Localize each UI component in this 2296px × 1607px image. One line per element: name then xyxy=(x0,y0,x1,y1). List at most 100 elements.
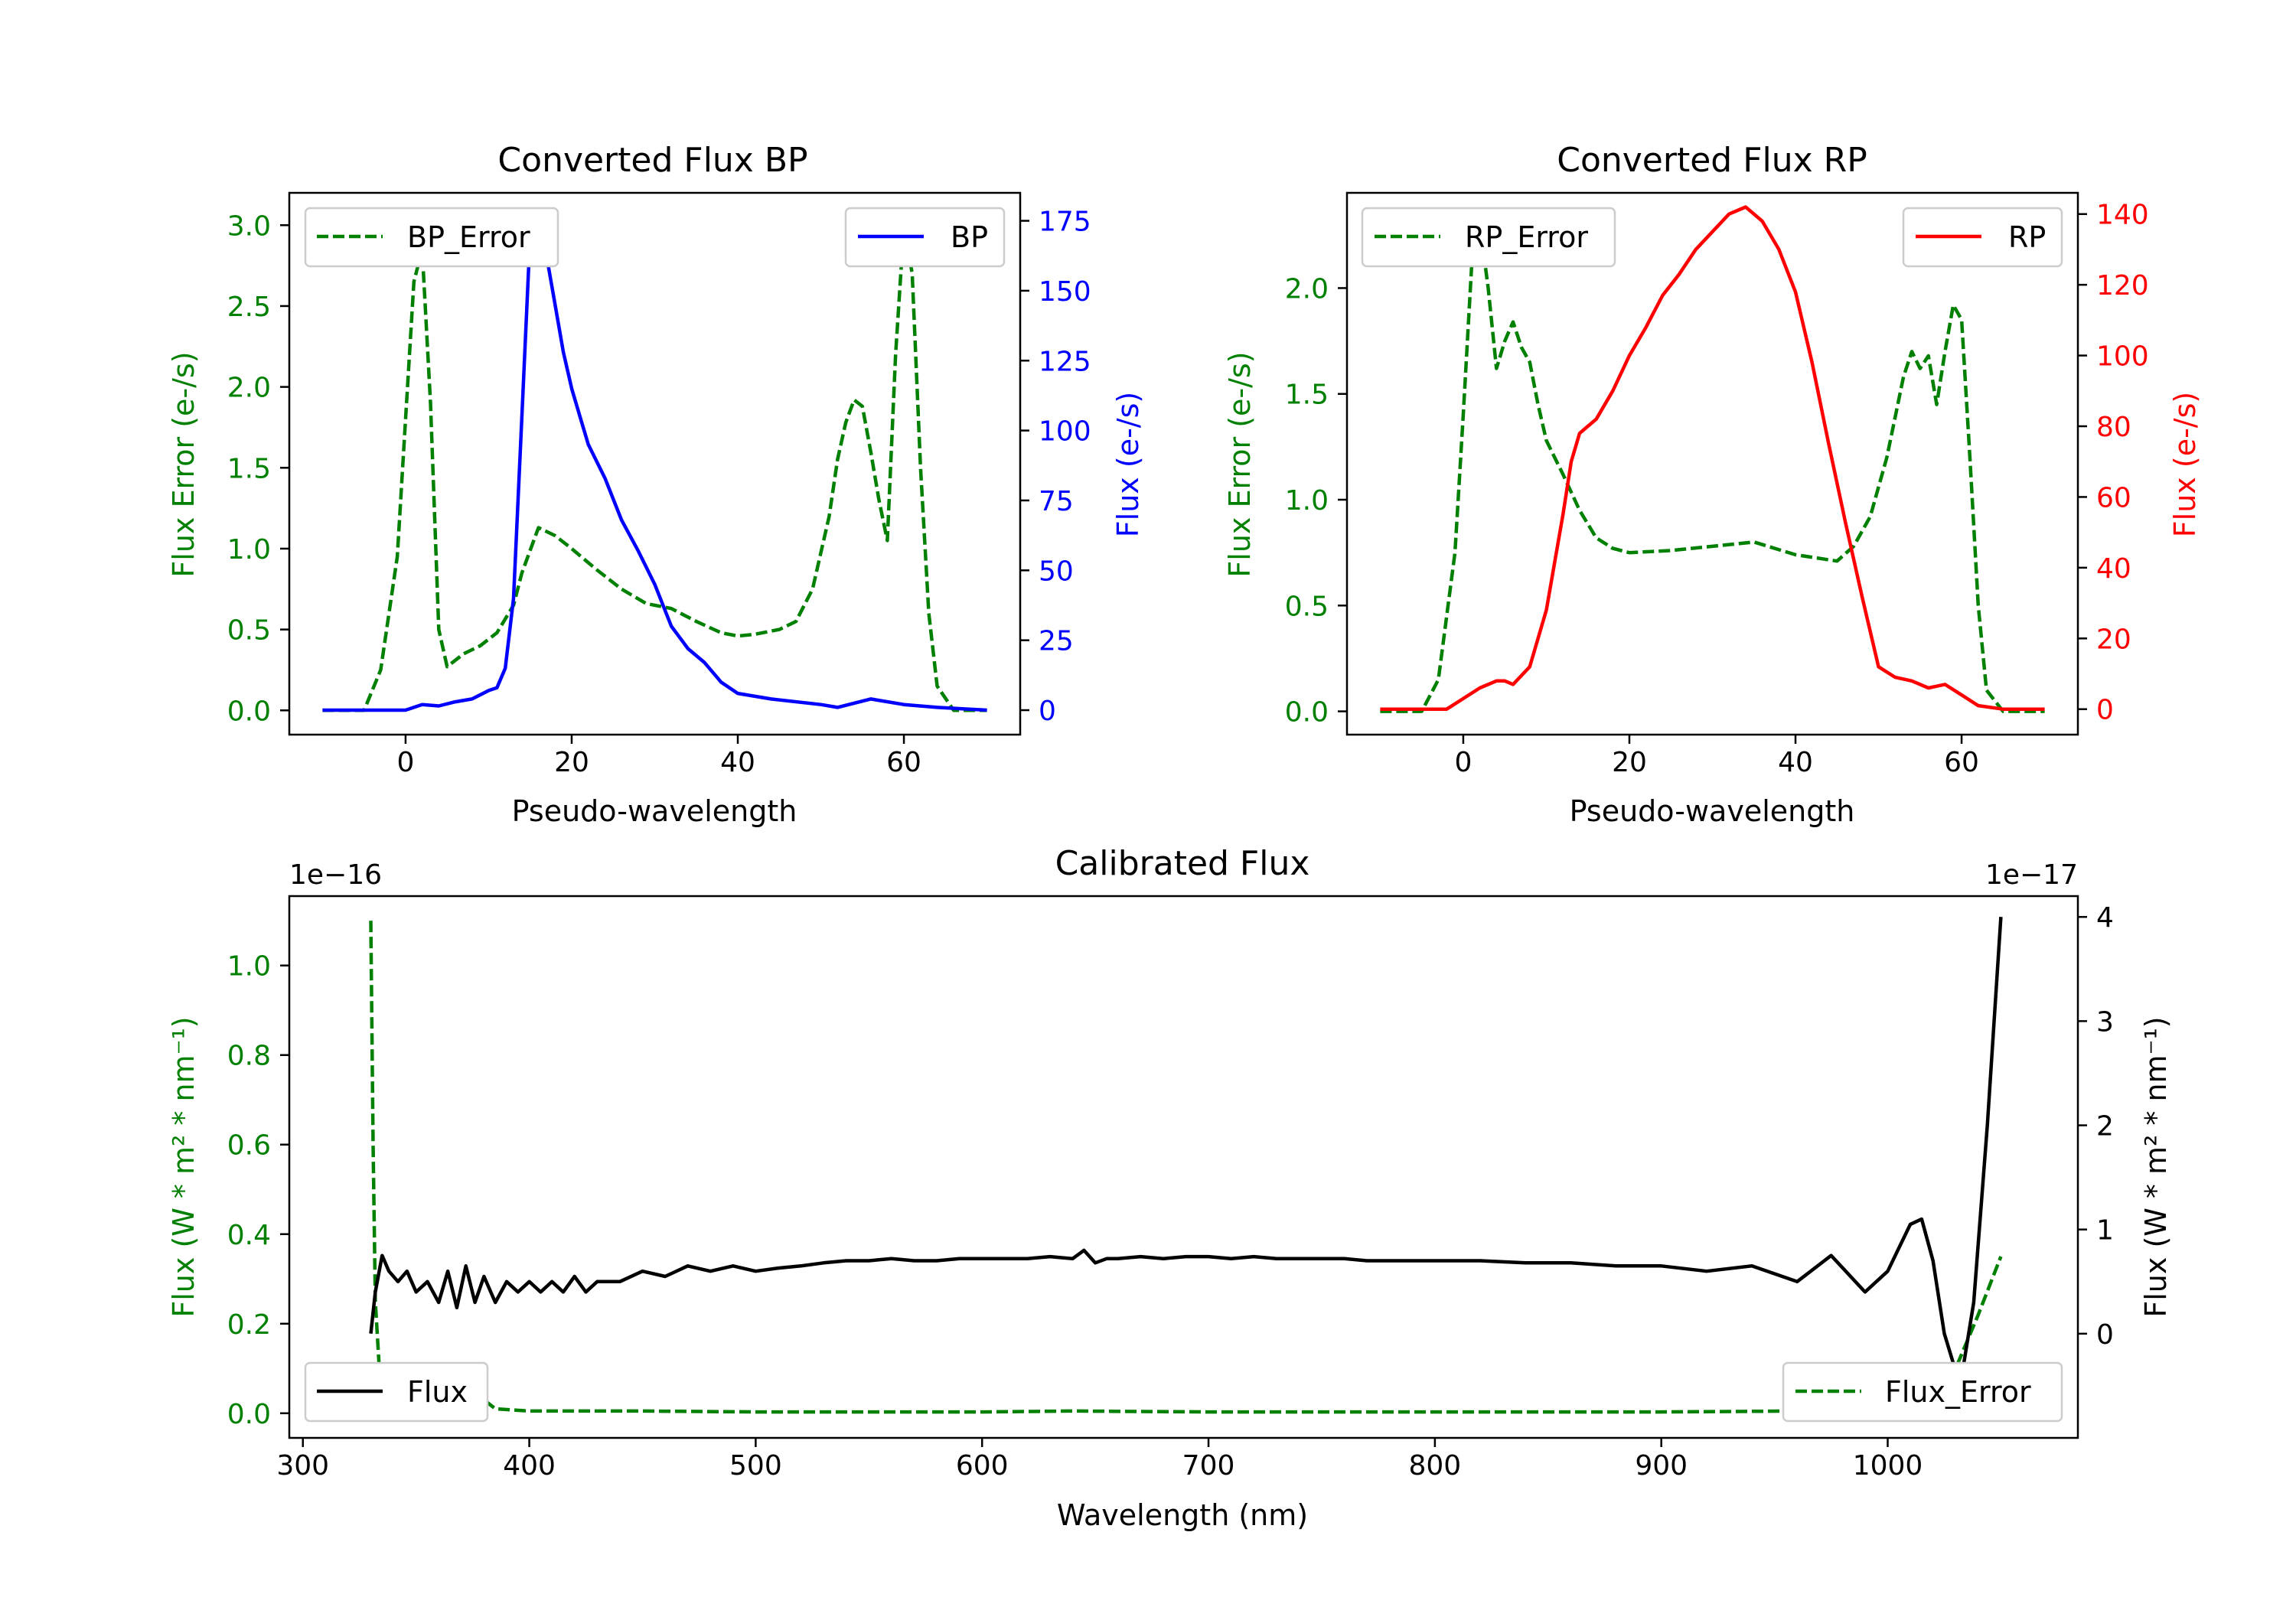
rp-left-tick-label: 2.0 xyxy=(1285,273,1329,305)
calibrated-chart: Calibrated Flux 300 400 500 600 700 800 900 100… xyxy=(167,844,2173,1532)
rp-x-axis: 0 20 40 60 xyxy=(1454,735,1979,778)
rp-chart: Converted Flux RP 0 20 40 60 0.0 0.5 1.0 1.5 2.… xyxy=(1223,141,2202,828)
rp-left-axis-label: Flux Error (e-/s) xyxy=(1223,351,1257,577)
bp-legend-left-box xyxy=(304,207,559,268)
cal-left-offset-label: 1e−16 xyxy=(289,859,382,891)
cal-xtick-label: 1000 xyxy=(1853,1450,1923,1482)
bp-x-axis: 0 20 40 60 xyxy=(396,735,921,778)
bp-title: Converted Flux BP xyxy=(497,141,807,180)
rp-xtick-label: 20 xyxy=(1612,747,1647,778)
bp-xtick-label: 0 xyxy=(396,747,414,778)
bp-series-bp-error xyxy=(322,223,987,712)
rp-right-axis-label: Flux (e-/s) xyxy=(2168,392,2202,537)
bp-right-tick-label: 25 xyxy=(1039,626,1074,657)
cal-right-axis-label: Flux (W * m² * nm⁻¹) xyxy=(2139,1016,2173,1317)
rp-legend-flux-label: RP xyxy=(2008,220,2046,254)
rp-left-axis: 0.0 0.5 1.0 1.5 2.0 xyxy=(1285,273,1347,729)
bp-left-tick-label: 3.0 xyxy=(227,210,271,242)
rp-legend-error-label: RP_Error xyxy=(1465,220,1588,254)
cal-xtick-label: 900 xyxy=(1635,1450,1688,1482)
bp-plot-area xyxy=(322,223,987,712)
rp-legend-right: RP xyxy=(1902,207,2063,268)
rp-axes-frame xyxy=(1345,191,2079,736)
cal-xtick-label: 300 xyxy=(276,1450,329,1482)
bp-right-tick-label: 175 xyxy=(1039,207,1091,238)
rp-xtick-label: 0 xyxy=(1454,747,1472,778)
cal-legend-flux-label: Flux xyxy=(407,1375,468,1409)
cal-legend-right: Flux_Error xyxy=(1782,1361,2063,1423)
rp-plot-area xyxy=(1380,205,2045,713)
cal-left-tick-label: 0.4 xyxy=(227,1220,271,1251)
bp-legend-error-label: BP_Error xyxy=(407,220,530,254)
rp-xtick-label: 40 xyxy=(1778,747,1813,778)
bp-chart: Converted Flux BP 0 20 40 60 0.0 0.5 1.0 1.5 2.… xyxy=(167,141,1145,828)
rp-right-axis: 0 20 40 60 80 100 120 140 xyxy=(2078,200,2149,726)
bp-x-axis-label: Pseudo-wavelength xyxy=(512,794,797,828)
cal-right-tick-label: 0 xyxy=(2096,1319,2114,1351)
cal-right-tick-label: 3 xyxy=(2096,1006,2114,1038)
bp-xtick-label: 20 xyxy=(554,747,589,778)
cal-x-axis: 300 400 500 600 700 800 900 1000 xyxy=(276,1438,1923,1482)
cal-title: Calibrated Flux xyxy=(1055,844,1310,883)
rp-right-tick-label: 140 xyxy=(2096,200,2149,231)
cal-left-axis: 0.0 0.2 0.4 0.6 0.8 1.0 xyxy=(227,951,289,1430)
rp-series-rp xyxy=(1380,205,2045,711)
rp-right-tick-label: 80 xyxy=(2096,412,2131,443)
cal-left-tick-label: 0.6 xyxy=(227,1130,271,1162)
bp-axes-frame xyxy=(288,191,1022,736)
cal-xtick-label: 800 xyxy=(1409,1450,1462,1482)
cal-legend-right-box xyxy=(1782,1361,2063,1423)
cal-x-axis-label: Wavelength (nm) xyxy=(1057,1498,1308,1532)
cal-left-tick-label: 0.0 xyxy=(227,1399,271,1430)
bp-left-tick-label: 0.0 xyxy=(227,696,271,727)
rp-legend-left: RP_Error xyxy=(1361,207,1616,268)
rp-legend-right-box xyxy=(1902,207,2063,268)
bp-right-tick-label: 0 xyxy=(1039,696,1056,727)
cal-right-tick-label: 2 xyxy=(2096,1111,2114,1143)
bp-right-tick-label: 75 xyxy=(1039,486,1074,517)
rp-title: Converted Flux RP xyxy=(1557,141,1867,180)
cal-right-tick-label: 1 xyxy=(2096,1215,2114,1247)
rp-x-axis-label: Pseudo-wavelength xyxy=(1570,794,1855,828)
bp-right-axis: 0 25 50 75 100 125 150 175 xyxy=(1020,207,1091,727)
cal-left-tick-label: 1.0 xyxy=(227,951,271,983)
bp-left-axis-label: Flux Error (e-/s) xyxy=(167,351,201,577)
rp-right-tick-label: 100 xyxy=(2096,341,2149,373)
cal-right-tick-label: 4 xyxy=(2096,902,2114,934)
bp-series-bp xyxy=(322,227,987,712)
bp-left-tick-label: 2.5 xyxy=(227,292,271,323)
cal-series-flux xyxy=(369,917,2003,1388)
rp-left-tick-label: 1.5 xyxy=(1285,380,1329,411)
cal-right-offset-label: 1e−17 xyxy=(1985,859,2078,891)
cal-xtick-label: 600 xyxy=(956,1450,1009,1482)
bp-legend-flux-label: BP xyxy=(951,220,988,254)
bp-right-tick-label: 100 xyxy=(1039,416,1091,448)
rp-series-rp-error xyxy=(1380,223,2045,713)
bp-right-axis-label: Flux (e-/s) xyxy=(1111,392,1145,537)
cal-xtick-label: 400 xyxy=(503,1450,556,1482)
cal-axes-frame xyxy=(288,895,2079,1439)
bp-left-tick-label: 2.0 xyxy=(227,373,271,404)
bp-xtick-label: 60 xyxy=(886,747,921,778)
rp-left-tick-label: 0.5 xyxy=(1285,591,1329,622)
bp-left-tick-label: 1.5 xyxy=(227,453,271,484)
cal-legend-left: Flux xyxy=(304,1361,489,1423)
rp-xtick-label: 60 xyxy=(1944,747,1979,778)
rp-right-tick-label: 120 xyxy=(2096,270,2149,302)
rp-legend-left-box xyxy=(1361,207,1616,268)
rp-right-tick-label: 20 xyxy=(2096,624,2131,655)
cal-xtick-label: 700 xyxy=(1182,1450,1235,1482)
rp-left-tick-label: 0.0 xyxy=(1285,697,1329,729)
rp-right-tick-label: 40 xyxy=(2096,553,2131,585)
bp-right-tick-label: 50 xyxy=(1039,556,1074,587)
cal-left-tick-label: 0.2 xyxy=(227,1309,271,1341)
bp-legend-right-box xyxy=(844,207,1006,268)
cal-right-axis: 0 1 2 3 4 xyxy=(2078,902,2114,1351)
cal-left-tick-label: 0.8 xyxy=(227,1041,271,1072)
cal-xtick-label: 500 xyxy=(729,1450,782,1482)
bp-left-tick-label: 0.5 xyxy=(227,615,271,647)
rp-right-tick-label: 0 xyxy=(2096,695,2114,726)
rp-right-tick-label: 60 xyxy=(2096,482,2131,513)
